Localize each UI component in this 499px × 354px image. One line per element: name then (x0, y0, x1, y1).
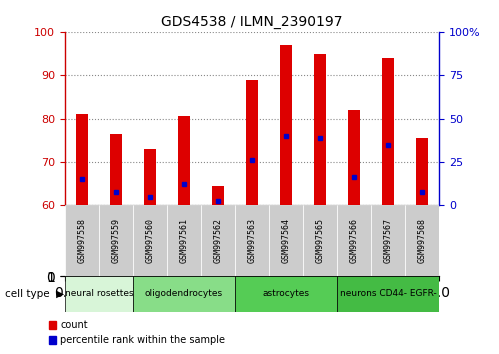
Bar (348, 110, 360, 205)
Bar (337, 276, 439, 312)
Bar (65, 276, 133, 312)
Bar (133, 205, 167, 276)
Bar (144, 149, 156, 205)
Bar (246, 80, 258, 205)
Title: GDS4538 / ILMN_2390197: GDS4538 / ILMN_2390197 (161, 16, 343, 29)
Bar (235, 276, 337, 312)
Text: GSM997561: GSM997561 (180, 218, 189, 263)
Legend: count, percentile rank within the sample: count, percentile rank within the sample (45, 316, 229, 349)
Text: GSM997562: GSM997562 (214, 218, 223, 263)
Bar (65, 205, 99, 276)
Bar (371, 205, 405, 276)
Text: GSM997568: GSM997568 (418, 218, 427, 263)
Bar (110, 134, 122, 205)
Bar (178, 116, 190, 205)
Bar (405, 205, 439, 276)
Bar (314, 53, 326, 205)
Bar (416, 138, 428, 205)
Bar (201, 205, 235, 276)
Text: GSM997565: GSM997565 (315, 218, 324, 263)
Bar (269, 205, 303, 276)
Bar (235, 205, 269, 276)
Text: GSM997563: GSM997563 (248, 218, 256, 263)
Bar (280, 45, 292, 205)
Text: GSM997566: GSM997566 (350, 218, 359, 263)
Bar (76, 114, 88, 205)
Bar (303, 205, 337, 276)
Bar (212, 186, 224, 205)
Text: GSM997559: GSM997559 (111, 218, 120, 263)
Text: GSM997558: GSM997558 (77, 218, 86, 263)
Bar (337, 205, 371, 276)
Text: oligodendrocytes: oligodendrocytes (145, 289, 223, 298)
Bar (382, 58, 394, 205)
Text: GSM997564: GSM997564 (281, 218, 290, 263)
Text: GSM997567: GSM997567 (384, 218, 393, 263)
Text: cell type  ▶: cell type ▶ (5, 289, 64, 299)
Text: neurons CD44- EGFR-: neurons CD44- EGFR- (340, 289, 437, 298)
Bar (167, 205, 201, 276)
Text: neural rosettes: neural rosettes (64, 289, 133, 298)
Bar (99, 205, 133, 276)
Text: GSM997560: GSM997560 (145, 218, 154, 263)
Text: astrocytes: astrocytes (262, 289, 309, 298)
Bar (133, 276, 235, 312)
